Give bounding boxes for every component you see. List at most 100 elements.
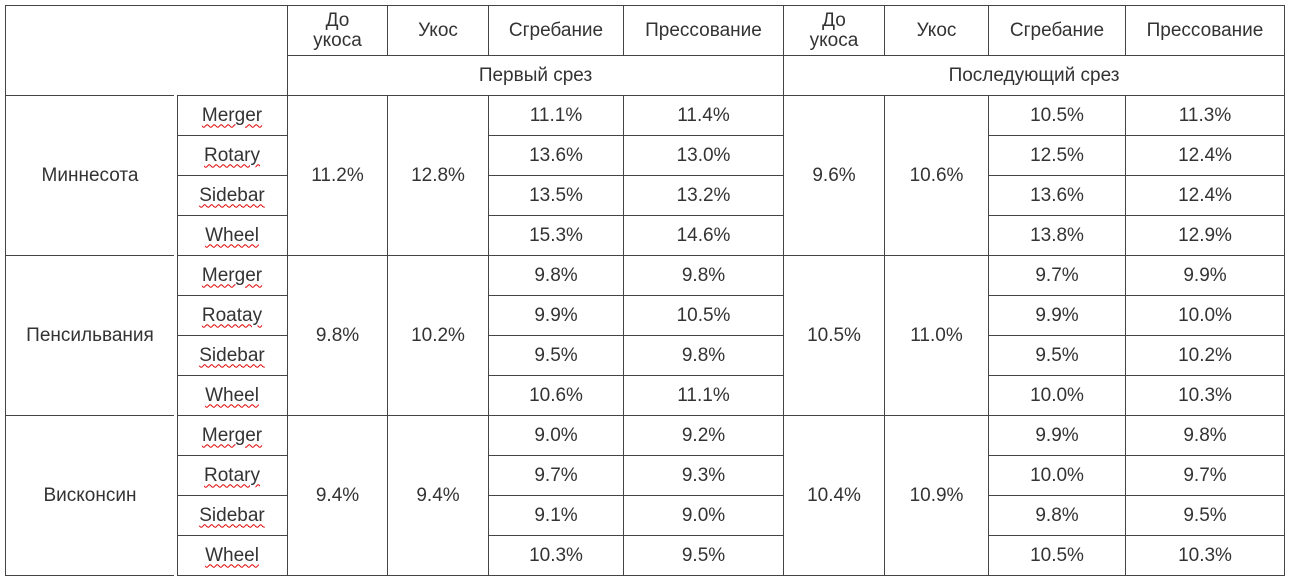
value-cell: 10.0% (988, 375, 1126, 416)
value-cell: 9.5% (623, 535, 784, 576)
value-cell: 10.6% (488, 375, 624, 416)
group-header: Последующий срез (783, 55, 1285, 96)
value-cell: 9.4% (287, 415, 388, 576)
method-name: Wheel (205, 384, 259, 406)
value-cell: 10.2% (1125, 335, 1285, 376)
value-cell: 9.7% (488, 455, 624, 496)
value-cell: 11.4% (623, 95, 784, 136)
method-cell: Wheel (174, 535, 288, 576)
group-header: Первый срез (287, 55, 784, 96)
value-cell: 10.0% (1125, 295, 1285, 336)
data-row: Rotary 9.7% 9.3% 10.0% 9.7% (6, 455, 1285, 496)
method-cell: Rotary (174, 455, 288, 496)
value-cell: 9.0% (488, 415, 624, 456)
method-cell: Merger (174, 415, 288, 456)
method-cell: Sidebar (174, 495, 288, 536)
method-cell: Wheel (174, 375, 288, 416)
method-name: Merger (201, 264, 263, 286)
value-cell: 9.7% (988, 255, 1126, 296)
value-cell: 9.4% (387, 415, 489, 576)
value-cell: 13.0% (623, 135, 784, 176)
method-cell: Sidebar (174, 175, 288, 216)
value-cell: 10.5% (783, 255, 885, 416)
value-cell: 10.6% (884, 95, 989, 256)
region-name: Миннесота (5, 95, 176, 256)
value-cell: 13.2% (623, 175, 784, 216)
method-name: Wheel (205, 224, 259, 246)
value-cell: 10.3% (1125, 375, 1285, 416)
value-cell: 10.3% (488, 535, 624, 576)
value-cell: 9.8% (623, 335, 784, 376)
value-cell: 9.1% (488, 495, 624, 536)
data-row: Sidebar 9.1% 9.0% 9.8% 9.5% (6, 495, 1285, 536)
column-header: Укос (884, 5, 989, 56)
value-cell: 12.4% (1125, 175, 1285, 216)
value-cell: 14.6% (623, 215, 784, 256)
value-cell: 11.3% (1125, 95, 1285, 136)
value-cell: 9.0% (623, 495, 784, 536)
value-cell: 11.0% (884, 255, 989, 416)
column-header: Сгребание (988, 5, 1126, 56)
value-cell: 9.6% (783, 95, 885, 256)
value-cell: 11.1% (488, 95, 624, 136)
method-name: Rotary (204, 464, 260, 486)
value-cell: 10.5% (623, 295, 784, 336)
method-name: Sidebar (199, 504, 265, 526)
value-cell: 9.8% (488, 255, 624, 296)
header-row: До укоса Укос Сгребание Прессование До укоса… (5, 5, 1285, 96)
data-row: Миннесота Merger 11.2% 12.8% 11.1% 11.4% 9.6% 1… (5, 95, 1285, 256)
value-cell: 9.9% (488, 295, 624, 336)
value-cell: 11.1% (623, 375, 784, 416)
method-name: Merger (201, 424, 263, 446)
method-cell: Roatay (174, 295, 288, 336)
method-name: Sidebar (199, 344, 265, 366)
method-name: Wheel (205, 544, 259, 566)
group-row: Первый срез Последующий срез (6, 55, 1285, 96)
data-row: Пенсильвания Merger 9.8% 10.2% 9.8% 9.8% 10.5%… (5, 255, 1285, 416)
method-name: Merger (201, 104, 263, 126)
region-name: Висконсин (5, 415, 176, 576)
method-cell: Sidebar (174, 335, 288, 376)
method-cell: Rotary (174, 135, 288, 176)
data-row: Roatay 9.9% 10.5% 9.9% 10.0% (6, 295, 1285, 336)
value-cell: 9.7% (1125, 455, 1285, 496)
value-cell: 12.5% (988, 135, 1126, 176)
corner-cell (5, 5, 288, 96)
region-name: Пенсильвания (5, 255, 176, 416)
value-cell: 9.9% (988, 415, 1126, 456)
value-cell: 9.9% (988, 295, 1126, 336)
value-cell: 15.3% (488, 215, 624, 256)
value-cell: 10.3% (1125, 535, 1285, 576)
column-header: Прессование (623, 5, 784, 56)
value-cell: 12.4% (1125, 135, 1285, 176)
column-header: Прессование (1125, 5, 1285, 56)
value-cell: 10.2% (387, 255, 489, 416)
method-name: Roatay (201, 304, 263, 326)
value-cell: 12.9% (1125, 215, 1285, 256)
value-cell: 11.2% (287, 95, 388, 256)
method-name: Rotary (204, 144, 260, 166)
data-row: Висконсин Merger 9.4% 9.4% 9.0% 9.2% 10.4% 10.9… (5, 415, 1285, 576)
value-cell: 9.8% (988, 495, 1126, 536)
data-row: Sidebar 13.5% 13.2% 13.6% 12.4% (6, 175, 1285, 216)
column-header: Сгребание (488, 5, 624, 56)
value-cell: 9.8% (287, 255, 388, 416)
column-header: Укос (387, 5, 489, 56)
method-cell: Wheel (174, 215, 288, 256)
value-cell: 10.0% (988, 455, 1126, 496)
data-row: Wheel 15.3% 14.6% 13.8% 12.9% (6, 215, 1285, 256)
data-row: Wheel 10.3% 9.5% 10.5% 10.3% (6, 535, 1285, 576)
value-cell: 10.4% (783, 415, 885, 576)
value-cell: 10.9% (884, 415, 989, 576)
value-cell: 9.5% (1125, 495, 1285, 536)
column-header: До укоса (783, 5, 885, 56)
value-cell: 9.8% (1125, 415, 1285, 456)
value-cell: 12.8% (387, 95, 489, 256)
data-row: Sidebar 9.5% 9.8% 9.5% 10.2% (6, 335, 1285, 376)
value-cell: 10.5% (988, 95, 1126, 136)
value-cell: 13.6% (988, 175, 1126, 216)
value-cell: 9.3% (623, 455, 784, 496)
value-cell: 9.9% (1125, 255, 1285, 296)
data-table: До укоса Укос Сгребание Прессование До укоса… (5, 5, 1285, 576)
